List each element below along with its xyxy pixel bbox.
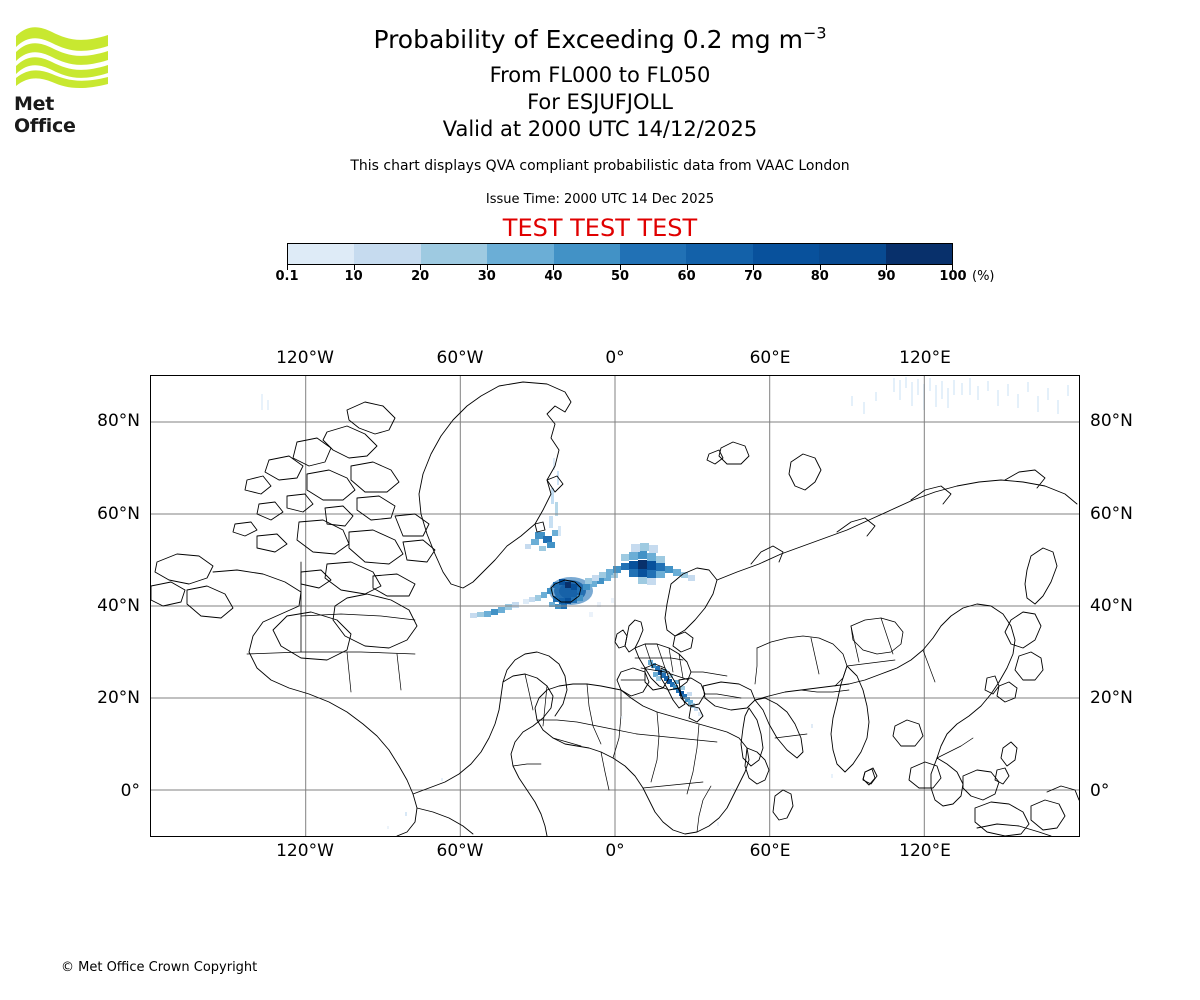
- colorbar-label-10: 10: [344, 269, 363, 284]
- lon-label-top-120°W: 120°W: [276, 348, 334, 368]
- lon-label-bottom-60°E: 60°E: [749, 841, 791, 861]
- lon-label-top-60°E: 60°E: [749, 348, 791, 368]
- lat-label-left-80°N: 80°N: [97, 411, 140, 432]
- colorbar-segment-5: [620, 244, 687, 264]
- colorbar-tick-0: [287, 265, 288, 270]
- colorbar-label-40: 40: [544, 269, 563, 284]
- met-office-logo-text: Met Office: [14, 93, 76, 137]
- page-title: Probability of Exceeding 0.2 mg m−3: [0, 25, 1200, 55]
- lon-label-top-0°: 0°: [605, 348, 625, 368]
- lon-label-bottom-0°: 0°: [605, 841, 625, 861]
- lat-label-left-0°: 0°: [120, 780, 140, 801]
- colorbar-segment-0: [288, 244, 355, 264]
- lat-label-right-0°: 0°: [1090, 780, 1110, 801]
- lat-label-right-60°N: 60°N: [1090, 503, 1133, 524]
- page-title-text: Probability of Exceeding 0.2 mg m: [373, 25, 803, 54]
- lat-label-left-20°N: 20°N: [97, 688, 140, 709]
- colorbar-segment-6: [686, 244, 753, 264]
- colorbar: [287, 243, 953, 265]
- adriatic-streak: [648, 660, 702, 716]
- coastlines: [151, 381, 1079, 836]
- colorbar-gradient: [287, 243, 953, 265]
- colorbar-tick-3: [486, 265, 488, 270]
- colorbar-tick-1: [353, 265, 355, 270]
- colorbar-label-50: 50: [610, 269, 630, 284]
- lat-label-right-40°N: 40°N: [1090, 596, 1133, 616]
- map-gridlines: [151, 376, 1079, 836]
- colorbar-label-20: 20: [411, 269, 430, 284]
- colorbar-tick-8: [819, 265, 821, 270]
- iceland-plume-tail: [583, 543, 695, 590]
- colorbar-tick-labels: 0.1 10 20 30 40 50 60 70 80 90 100: [275, 269, 966, 287]
- lat-label-right-80°N: 80°N: [1090, 411, 1133, 432]
- colorbar-label-30: 30: [477, 269, 496, 284]
- lon-label-bottom-120°W: 120°W: [276, 841, 334, 861]
- iceland-plume-core: [523, 577, 593, 609]
- lat-label-right-20°N: 20°N: [1090, 688, 1133, 709]
- volcano-name-line: For ESJUFJOLL: [527, 90, 673, 114]
- colorbar-label-60: 60: [677, 269, 696, 284]
- page-title-exponent: −3: [802, 23, 827, 43]
- lon-label-top-60°W: 60°W: [436, 348, 484, 368]
- colorbar-tick-4: [553, 265, 555, 270]
- colorbar-tick-10: [952, 265, 953, 270]
- colorbar-label-70: 70: [744, 269, 763, 284]
- lat-label-left-60°N: 60°N: [97, 503, 140, 524]
- lon-label-bottom-120°E: 120°E: [899, 841, 951, 861]
- copyright-text: © Met Office Crown Copyright: [61, 960, 258, 975]
- trace-pixels: [387, 716, 833, 829]
- issue-time: Issue Time: 2000 UTC 14 Dec 2025: [485, 192, 715, 207]
- met-office-logo: Met Office: [14, 26, 110, 137]
- world-map: [151, 376, 1079, 836]
- colorbar-tick-7: [753, 265, 755, 270]
- met-office-wave-mark: [16, 27, 108, 89]
- colorbar-ticks: [287, 265, 953, 273]
- colorbar-tick-6: [686, 265, 688, 270]
- colorbar-tick-9: [886, 265, 888, 270]
- colorbar-label-0.1: 0.1: [275, 269, 299, 284]
- test-banner: TEST TEST TEST: [502, 214, 698, 242]
- colorbar-segment-1: [354, 244, 421, 264]
- colorbar-label-90: 90: [877, 269, 896, 284]
- colorbar-label-80: 80: [810, 269, 829, 284]
- colorbar-segment-9: [885, 244, 953, 264]
- qva-note: This chart displays QVA compliant probab…: [350, 158, 850, 174]
- lon-label-bottom-60°W: 60°W: [436, 841, 484, 861]
- colorbar-segment-7: [752, 244, 820, 264]
- colorbar-segment-2: [420, 244, 488, 264]
- colorbar-segment-3: [487, 244, 554, 264]
- colorbar-tick-2: [420, 265, 422, 270]
- valid-time-line: Valid at 2000 UTC 14/12/2025: [442, 117, 758, 141]
- flight-level-line: From FL000 to FL050: [489, 63, 711, 87]
- lon-label-top-120°E: 120°E: [899, 348, 951, 368]
- colorbar-segment-8: [819, 244, 886, 264]
- lat-label-left-40°N: 40°N: [97, 596, 140, 616]
- colorbar-label-100: 100: [939, 269, 967, 284]
- colorbar-unit-label: (%): [972, 269, 995, 284]
- ash-probability-field: [261, 377, 1069, 716]
- colorbar-tick-5: [620, 265, 621, 270]
- colorbar-segment-4: [553, 244, 621, 264]
- map-plot-area[interactable]: [150, 375, 1080, 837]
